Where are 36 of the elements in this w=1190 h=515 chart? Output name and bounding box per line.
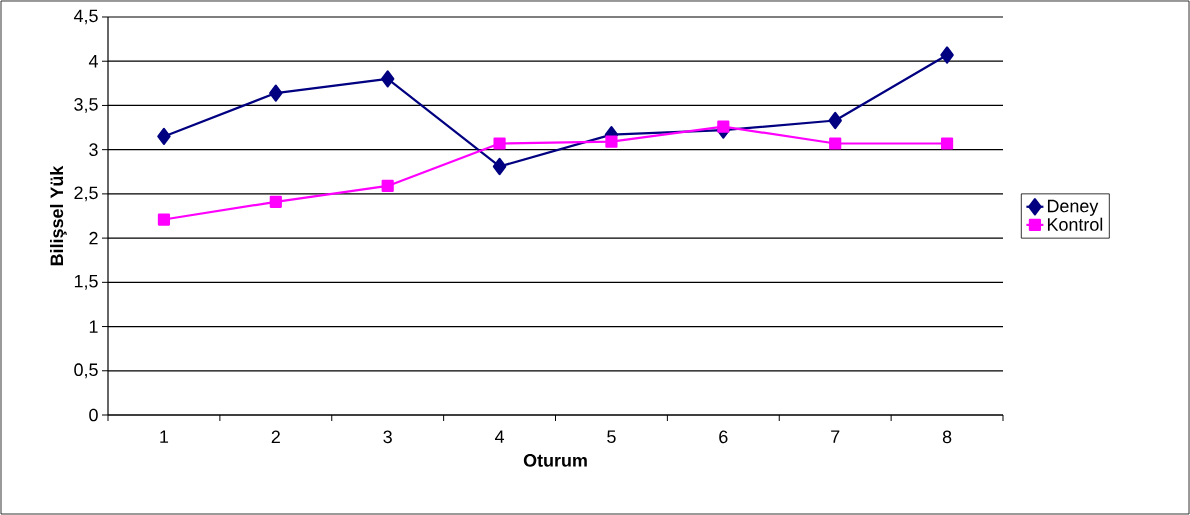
y-tick-label: 1 (89, 320, 98, 333)
y-tick-label: 3,5 (74, 98, 98, 113)
x-tick-label: 3 (383, 430, 392, 444)
point (493, 137, 506, 150)
point (940, 137, 954, 150)
legend-label: Kontrol (1047, 217, 1103, 231)
y-tick-label: 2,5 (74, 186, 98, 202)
point (828, 111, 842, 130)
y-tick-label: 3 (89, 143, 98, 157)
point (829, 137, 842, 150)
y-tick-label: 2 (89, 231, 98, 245)
point (157, 127, 171, 145)
y-tick-label: 0,5 (74, 363, 98, 379)
point (157, 213, 171, 226)
point (269, 84, 283, 102)
x-tick-label: 8 (942, 430, 952, 444)
x-tick-label: 7 (831, 430, 840, 443)
x-tick-label: 6 (719, 430, 728, 444)
y-tick-label: 4 (88, 55, 98, 68)
point (605, 135, 618, 148)
y-axis-title: Bilişsel Yük (49, 165, 67, 266)
x-axis-title: Oturum (523, 454, 587, 467)
point (269, 195, 282, 208)
x-tick-label: 5 (607, 430, 616, 444)
y-tick-label: 0 (89, 408, 98, 422)
point (940, 46, 954, 64)
x-tick-label: 2 (271, 430, 280, 444)
point (381, 179, 394, 193)
point (492, 157, 507, 176)
y-tick-label: 1,5 (74, 275, 98, 290)
point (717, 120, 730, 133)
point (380, 70, 395, 88)
x-tick-label: 4 (494, 430, 505, 443)
legend-label: Deney (1047, 199, 1099, 216)
y-tick-label: 4,5 (73, 9, 98, 25)
x-tick-label: 1 (160, 430, 169, 443)
